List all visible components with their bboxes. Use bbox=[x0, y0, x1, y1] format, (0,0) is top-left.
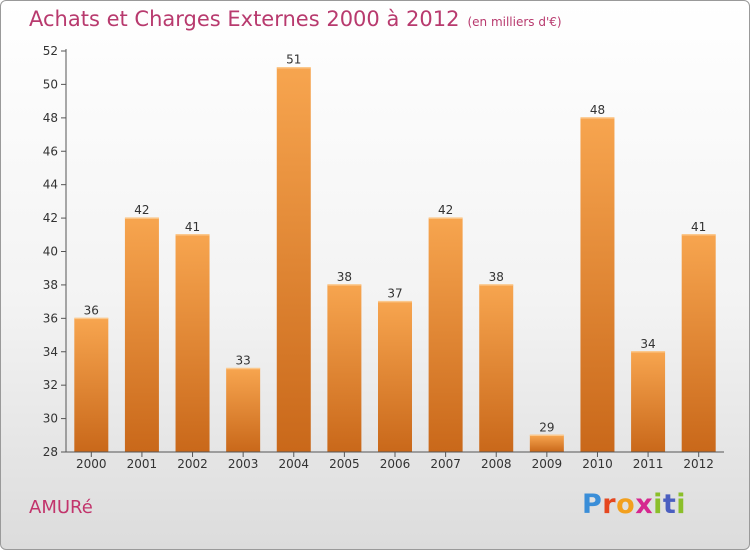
data-label-2006: 37 bbox=[387, 287, 402, 301]
bar-2011 bbox=[631, 351, 666, 452]
data-label-2012: 41 bbox=[691, 220, 706, 234]
bar-2012 bbox=[681, 234, 716, 452]
x-tick-label: 2007 bbox=[430, 457, 461, 471]
data-label-2007: 42 bbox=[438, 203, 453, 217]
x-tick-label: 2005 bbox=[329, 457, 360, 471]
bar-2009 bbox=[529, 435, 564, 452]
data-label-2009: 29 bbox=[539, 420, 554, 434]
data-label-2008: 38 bbox=[489, 270, 504, 284]
data-label-2001: 42 bbox=[134, 203, 149, 217]
y-tick-label: 36 bbox=[43, 311, 58, 325]
place-name: AMURé bbox=[29, 497, 93, 518]
bar-2008 bbox=[479, 284, 514, 452]
y-tick-label: 40 bbox=[43, 245, 58, 259]
y-tick-label: 28 bbox=[43, 445, 58, 459]
bar-2006 bbox=[378, 301, 412, 452]
y-tick-label: 32 bbox=[43, 378, 58, 392]
bar-2001 bbox=[124, 218, 159, 452]
x-tick-label: 2010 bbox=[582, 457, 613, 471]
bar-2005 bbox=[327, 284, 362, 452]
y-tick-label: 34 bbox=[43, 345, 58, 359]
x-tick-label: 2011 bbox=[633, 457, 664, 471]
y-tick-label: 30 bbox=[43, 412, 58, 426]
bar-2000 bbox=[74, 318, 109, 452]
x-tick-label: 2001 bbox=[127, 457, 158, 471]
bar-2002 bbox=[175, 234, 210, 452]
y-tick-label: 52 bbox=[43, 44, 58, 58]
bar-2004 bbox=[276, 67, 311, 452]
data-label-2010: 48 bbox=[590, 103, 605, 117]
bar-2010 bbox=[580, 117, 615, 452]
data-label-2005: 38 bbox=[337, 270, 352, 284]
y-tick-label: 48 bbox=[43, 111, 58, 125]
y-tick-label: 38 bbox=[43, 278, 58, 292]
x-tick-label: 2000 bbox=[76, 457, 107, 471]
bars-group: 36 42 41 33 51 38 37 42 38 29 48 34 41 bbox=[74, 53, 716, 452]
data-label-2002: 41 bbox=[185, 220, 200, 234]
x-tick-label: 2008 bbox=[481, 457, 512, 471]
x-tick-label: 2012 bbox=[683, 457, 714, 471]
y-tick-label: 50 bbox=[43, 77, 58, 91]
axes-group: 28 30 32 34 36 38 40 42 44 46 48 50 52 2000 2001 2002 20… bbox=[43, 44, 724, 471]
chart-subtitle: (en milliers d'€) bbox=[467, 15, 562, 29]
x-tick-label: 2004 bbox=[278, 457, 309, 471]
data-label-2003: 33 bbox=[236, 353, 251, 367]
x-tick-label: 2006 bbox=[380, 457, 411, 471]
bar-2007 bbox=[428, 218, 463, 452]
data-label-2011: 34 bbox=[640, 337, 655, 351]
y-tick-label: 46 bbox=[43, 144, 58, 158]
x-tick-label: 2003 bbox=[228, 457, 259, 471]
data-label-2004: 51 bbox=[286, 53, 301, 67]
x-tick-label: 2002 bbox=[177, 457, 208, 471]
data-label-2000: 36 bbox=[84, 303, 99, 317]
y-tick-label: 44 bbox=[43, 178, 58, 192]
y-tick-label: 42 bbox=[43, 211, 58, 225]
chart-title: Achats et Charges Externes 2000 à 2012 (e… bbox=[29, 7, 562, 31]
x-tick-label: 2009 bbox=[532, 457, 563, 471]
proxiti-logo: Proxiti bbox=[582, 489, 687, 520]
bar-2003 bbox=[226, 368, 261, 452]
chart-title-text: Achats et Charges Externes 2000 à 2012 bbox=[29, 7, 460, 31]
